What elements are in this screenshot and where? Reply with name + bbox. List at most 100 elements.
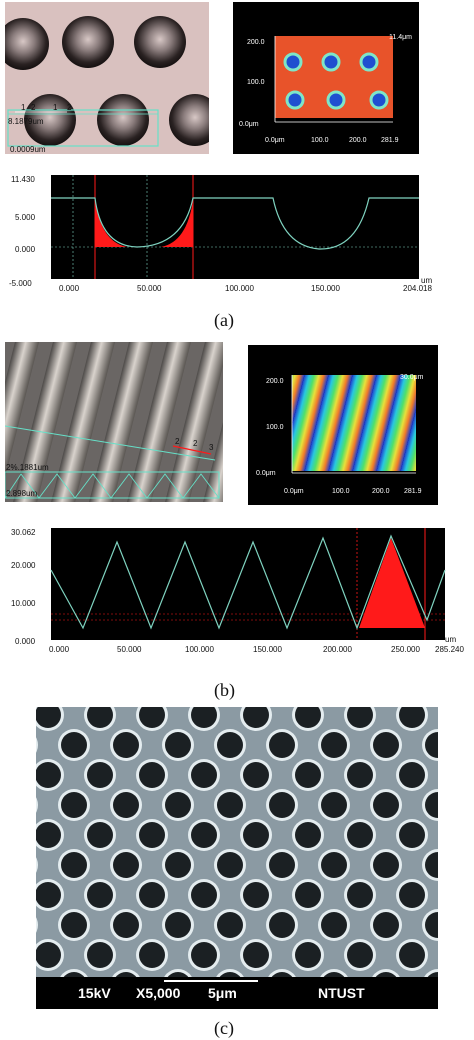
x-tick: 200.000: [323, 645, 352, 654]
sem-hole-rim: [36, 797, 38, 813]
sem-hole: [36, 942, 61, 968]
sem-hole: [425, 792, 438, 818]
y-tick: 0.000: [15, 245, 36, 254]
sem-hole: [373, 912, 399, 938]
sem-hole: [87, 762, 113, 788]
sem-hole: [191, 882, 217, 908]
sem-hole: [295, 822, 321, 848]
highlight-triangle: [359, 538, 425, 628]
sem-hole: [165, 852, 191, 878]
sem-magnification: X5,000: [136, 985, 181, 1001]
sem-hole: [61, 792, 87, 818]
x-tick: 0.0μm: [265, 137, 285, 144]
sem-hole: [61, 852, 87, 878]
hole: [5, 18, 49, 70]
sem-hole: [321, 912, 347, 938]
hole: [62, 16, 114, 68]
sem-hole: [191, 707, 217, 728]
sem-hole: [399, 707, 425, 728]
sem-hole: [269, 792, 295, 818]
groove-stripes: [5, 342, 223, 502]
sem-voltage: 15kV: [78, 985, 111, 1001]
hole: [24, 94, 76, 146]
panel-b-micrograph: 2 2 3 2%.1881um 2.898um: [5, 342, 223, 502]
sem-hole: [269, 732, 295, 758]
panel-label-a: (a): [214, 310, 234, 330]
y-tick: 0.000: [15, 637, 36, 646]
sem-hole: [295, 707, 321, 728]
sem-hole: [113, 732, 139, 758]
x-tick: 150.000: [253, 645, 282, 654]
x-tick: 281.9: [404, 488, 422, 495]
height-stripes: [292, 375, 416, 471]
sem-hole: [165, 912, 191, 938]
y-tick: 10.000: [11, 599, 36, 608]
x-tick: 100.000: [225, 284, 254, 293]
sem-hole: [425, 852, 438, 878]
sem-hole: [399, 822, 425, 848]
sem-hole: [36, 707, 61, 728]
sem-hole: [115, 972, 137, 977]
y-tick: 5.000: [15, 213, 36, 222]
sem-hole: [399, 942, 425, 968]
x-tick: 50.000: [117, 645, 142, 654]
x-tick: 150.000: [311, 284, 340, 293]
sem-hole: [295, 882, 321, 908]
sem-hole: [139, 762, 165, 788]
sem-hole: [399, 762, 425, 788]
sem-info-bar: [36, 977, 438, 1009]
sem-hole: [113, 792, 139, 818]
sem-hole: [36, 822, 61, 848]
hole: [134, 16, 186, 68]
y-tick: 200.0: [247, 39, 265, 46]
x-tick: 285.240: [435, 645, 464, 654]
sem-hole: [113, 852, 139, 878]
sem-hole: [87, 942, 113, 968]
sem-hole: [167, 972, 189, 977]
ruler-label: 2: [67, 103, 72, 112]
sem-hole: [243, 822, 269, 848]
profile-line: [51, 197, 419, 250]
x-tick: 204.018: [403, 284, 432, 293]
x-tick: 200.0: [349, 137, 367, 144]
sem-hole: [321, 792, 347, 818]
panel-a-height-map: 11.4μm 200.0 100.0 0.0μm 0.0μm 100.0 200…: [233, 2, 419, 154]
sem-hole: [36, 882, 61, 908]
sem-hole-array: [36, 707, 438, 977]
measure-label: 2.898um: [6, 489, 37, 498]
sem-hole: [347, 762, 373, 788]
y-tick: -5.000: [9, 279, 32, 288]
sem-hole: [373, 792, 399, 818]
x-tick: 200.0: [372, 488, 390, 495]
y-tick: 200.0: [266, 378, 284, 385]
x-tick: 50.000: [137, 284, 162, 293]
top-value: 11.4μm: [389, 34, 412, 41]
profile-line: [50, 534, 446, 630]
top-value: 30.0μm: [400, 374, 424, 381]
sem-hole: [217, 792, 243, 818]
y-tick: 20.000: [11, 561, 36, 570]
sem-hole: [347, 882, 373, 908]
y-tick: 11.430: [11, 175, 35, 184]
ruler-label: 1: [21, 103, 26, 112]
sem-scale: 5μm: [208, 985, 237, 1001]
scale-label: 0.0009um: [10, 145, 46, 154]
sem-institution: NTUST: [318, 985, 365, 1001]
sem-hole: [271, 972, 293, 977]
x-tick: 100.000: [185, 645, 214, 654]
sem-hole: [399, 882, 425, 908]
sem-hole: [373, 852, 399, 878]
ruler-label: 2: [31, 103, 36, 112]
panel-a-profile: um 11.430 5.000 0.000 -5.000 0.000 50.00…: [9, 175, 432, 293]
ruler-label: 2: [193, 439, 198, 448]
sem-hole: [217, 732, 243, 758]
measure-label: 2%.1881um: [6, 463, 49, 472]
sem-hole: [36, 762, 61, 788]
sem-hole: [165, 792, 191, 818]
sem-hole-rim: [36, 917, 38, 933]
sem-hole: [321, 852, 347, 878]
x-tick: 0.000: [59, 284, 80, 293]
sem-hole: [375, 972, 397, 977]
hole: [97, 94, 149, 146]
panel-c-sem-image: 15kV X5,000 5μm NTUST: [36, 707, 438, 1009]
